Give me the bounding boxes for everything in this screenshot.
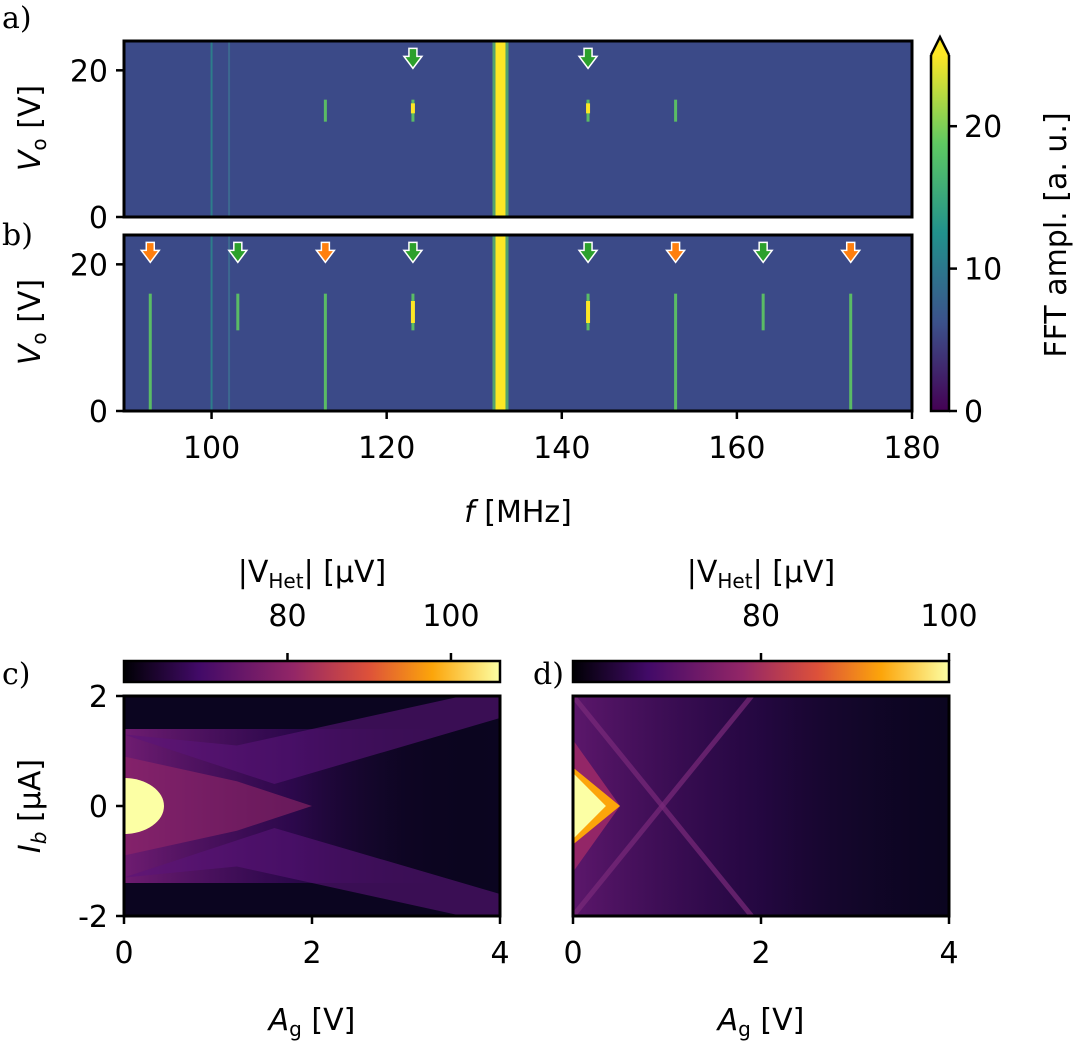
lower-branch — [124, 828, 500, 916]
panel-d-colorbar-label: |VHet| [μV] — [687, 555, 836, 593]
panel-a-heatmap — [124, 41, 912, 217]
cbar-tick-label: 80 — [742, 599, 780, 634]
side-peak-core — [410, 301, 415, 323]
panel-a-y-axis: 0 20 — [70, 54, 124, 236]
heatmap-background — [124, 235, 912, 411]
panel-c-heatmap — [124, 696, 500, 916]
panel-b-label: b) — [2, 218, 33, 253]
fft-colorbar-extend-arrow — [929, 34, 951, 56]
fft-colorbar-label: FFT ampl. [a. u.] — [1039, 112, 1074, 357]
peak-arrow-green — [577, 241, 599, 264]
panel-b-heatmap — [124, 235, 912, 411]
panel-a-frame — [122, 39, 914, 219]
main-peak-edge — [492, 41, 496, 217]
side-peak-core — [410, 103, 415, 114]
panel-b-x-axis: 100 120 140 160 180 — [183, 411, 941, 466]
x-tick-label: 0 — [563, 936, 582, 971]
panel-b-y-axis: 0 20 — [70, 248, 124, 430]
panel-c-x-label: Ag [V] — [267, 1003, 356, 1041]
panel-d-x-label: Ag [V] — [716, 1003, 805, 1041]
peak-arrow-green — [402, 47, 424, 70]
faint-line — [228, 235, 231, 411]
main-peak — [495, 41, 506, 217]
x-tick-label: 2 — [302, 936, 321, 971]
panel-b-y-label: Vo [V] — [13, 279, 51, 365]
y-tick-label: 0 — [89, 790, 108, 825]
x-tick-label: 2 — [751, 936, 770, 971]
upper-branch — [124, 696, 500, 784]
y-tick-label: 2 — [89, 680, 108, 715]
cbar-tick-label: 10 — [964, 253, 1002, 288]
panel-c-label: c) — [2, 657, 31, 692]
x-tick-label: 4 — [490, 936, 509, 971]
faint-line — [210, 41, 213, 217]
peak-arrow-orange — [139, 241, 161, 264]
side-peak-line — [323, 293, 327, 411]
peak-arrow-green — [227, 241, 249, 264]
cbar-tick-label: 100 — [422, 599, 479, 634]
main-peak-edge — [505, 235, 509, 411]
panel-a-y-label: Vo [V] — [13, 85, 51, 171]
side-peak-line — [761, 293, 765, 331]
panel-c-y-label: Ib [μA] — [13, 759, 51, 853]
peak-arrow-orange — [665, 241, 687, 264]
panel-c-colorbar-label: |VHet| [μV] — [238, 555, 387, 593]
panel-b-x-label: f [MHz] — [464, 495, 572, 530]
side-peak-core — [586, 301, 591, 323]
crossing-line — [573, 696, 754, 916]
x-tick-label: 120 — [358, 431, 415, 466]
panel-d-axes: 0 2 4 — [563, 916, 959, 971]
side-peak-line — [148, 293, 152, 411]
y-tick-label: 0 — [89, 395, 108, 430]
panel-d-heatmap — [573, 696, 949, 916]
cbar-tick-label: 20 — [964, 110, 1002, 145]
x-tick-label: 100 — [183, 431, 240, 466]
side-peak-line — [674, 99, 678, 122]
x-tick-label: 4 — [939, 936, 958, 971]
panel-d-colorbar-ticks: 80 100 — [742, 599, 978, 661]
panel-c-colorbar — [122, 659, 502, 684]
main-peak-edge — [505, 41, 509, 217]
side-peak-core — [586, 103, 591, 114]
hot-core — [573, 773, 606, 839]
peak-arrow-orange — [840, 241, 862, 264]
heatmap-background — [124, 41, 912, 217]
side-peak-line — [236, 293, 240, 331]
panel-b-frame — [122, 233, 914, 413]
cbar-tick-label: 100 — [920, 599, 977, 634]
hot-spot — [124, 751, 234, 861]
x-tick-label: 180 — [883, 431, 940, 466]
y-tick-label: -2 — [78, 900, 108, 935]
panel-d-label: d) — [533, 657, 564, 692]
y-tick-label: 20 — [70, 248, 108, 283]
faint-line — [210, 235, 213, 411]
panel-a-label: a) — [2, 1, 32, 36]
main-peak-edge — [492, 235, 496, 411]
main-peak — [495, 235, 506, 411]
peak-arrow-green — [577, 47, 599, 70]
x-tick-label: 140 — [533, 431, 590, 466]
cbar-tick-label: 80 — [268, 599, 306, 634]
fft-colorbar — [931, 55, 949, 411]
peak-arrow-green — [402, 241, 424, 264]
cbar-tick-label: 0 — [964, 395, 983, 430]
panel-d-colorbar — [571, 659, 951, 684]
x-tick-label: 0 — [114, 936, 133, 971]
band-region — [573, 696, 949, 916]
y-tick-label: 20 — [70, 54, 108, 89]
side-peak-line — [323, 99, 327, 122]
side-peak-line — [849, 293, 853, 411]
y-tick-label: 0 — [89, 201, 108, 236]
peak-arrow-orange — [314, 241, 336, 264]
peak-arrow-green — [752, 241, 774, 264]
faint-line — [228, 41, 231, 217]
side-peak-line — [674, 293, 678, 411]
x-tick-label: 160 — [708, 431, 765, 466]
hot-core — [124, 778, 164, 834]
panel-c-axes: 0 2 420-2 — [78, 680, 509, 971]
fft-colorbar-ticks: 0 10 20 — [949, 110, 1002, 430]
fft-colorbar-frame — [929, 55, 951, 413]
panel-c-colorbar-ticks: 80 100 — [268, 599, 480, 661]
